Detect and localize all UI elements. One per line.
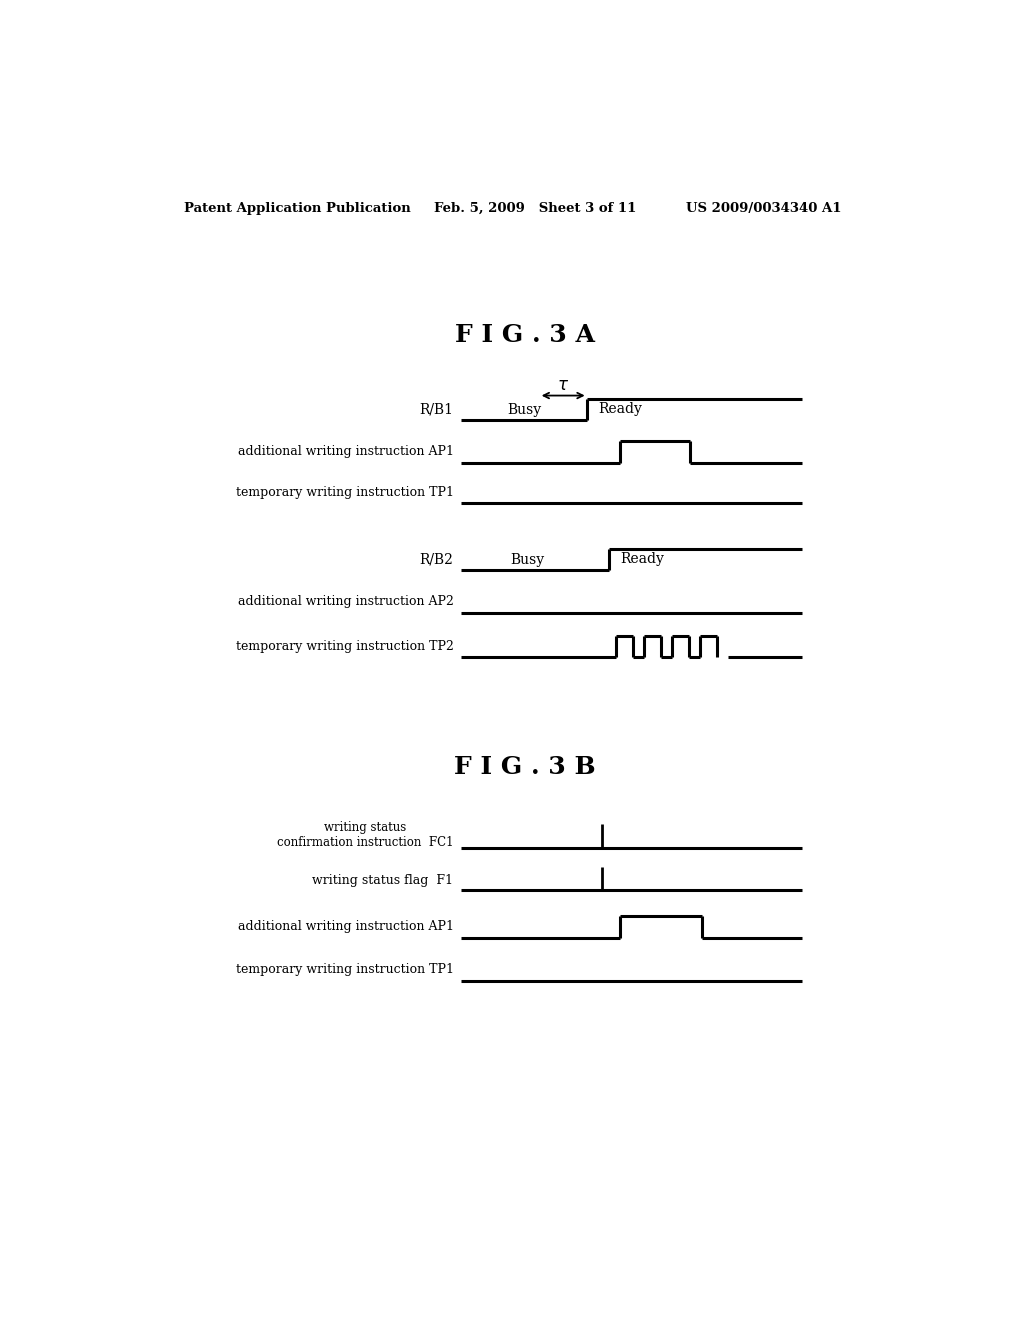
Text: Ready: Ready (621, 552, 664, 566)
Text: temporary writing instruction TP1: temporary writing instruction TP1 (236, 486, 454, 499)
Text: Patent Application Publication: Patent Application Publication (183, 202, 411, 215)
Text: additional writing instruction AP1: additional writing instruction AP1 (238, 920, 454, 933)
Text: Ready: Ready (598, 401, 642, 416)
Text: Busy: Busy (507, 403, 541, 417)
Text: additional writing instruction AP1: additional writing instruction AP1 (238, 445, 454, 458)
Text: temporary writing instruction TP2: temporary writing instruction TP2 (236, 640, 454, 653)
Text: R/B2: R/B2 (420, 553, 454, 566)
Text: temporary writing instruction TP1: temporary writing instruction TP1 (236, 964, 454, 977)
Text: writing status flag  F1: writing status flag F1 (312, 874, 454, 887)
Text: US 2009/0034340 A1: US 2009/0034340 A1 (686, 202, 842, 215)
Text: writing status
confirmation instruction  FC1: writing status confirmation instruction … (278, 821, 454, 849)
Text: additional writing instruction AP2: additional writing instruction AP2 (238, 595, 454, 609)
Text: Feb. 5, 2009   Sheet 3 of 11: Feb. 5, 2009 Sheet 3 of 11 (434, 202, 637, 215)
Text: R/B1: R/B1 (420, 403, 454, 416)
Text: F I G . 3 A: F I G . 3 A (455, 323, 595, 347)
Text: Busy: Busy (510, 553, 544, 568)
Text: $\tau$: $\tau$ (557, 376, 569, 393)
Text: F I G . 3 B: F I G . 3 B (454, 755, 596, 779)
